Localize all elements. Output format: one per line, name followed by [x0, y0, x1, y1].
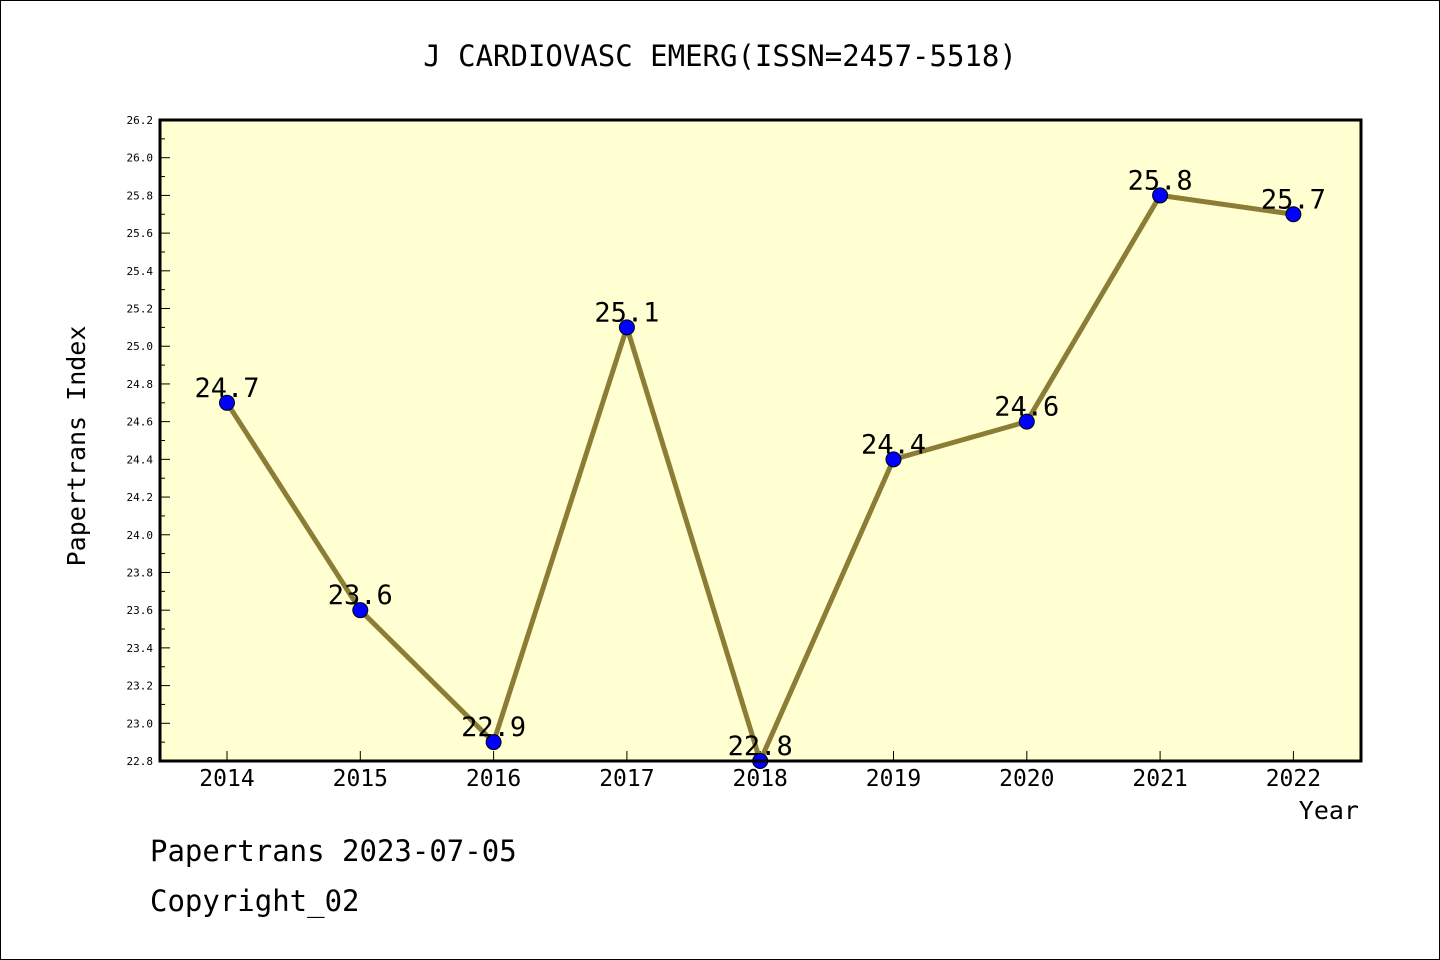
- data-label: 24.7: [194, 373, 259, 404]
- data-point: [1285, 206, 1302, 223]
- footer-date: Papertrans 2023-07-05: [150, 834, 517, 868]
- data-label: 23.6: [328, 580, 393, 611]
- x-tick-label: 2019: [866, 766, 921, 792]
- data-point: [618, 319, 635, 336]
- y-tick-label: 25.0: [127, 340, 154, 353]
- data-label: 24.6: [994, 392, 1059, 423]
- y-tick-label: 24.2: [127, 491, 154, 504]
- y-tick-label: 26.0: [127, 152, 154, 165]
- x-axis: 2014 2015 2016 2017 2018 2019 2020 2021 2022: [199, 751, 1321, 792]
- x-tick-label: 2018: [733, 766, 788, 792]
- x-tick-label: 2015: [333, 766, 388, 792]
- y-tick-label: 25.8: [127, 189, 154, 202]
- y-tick-label: 23.6: [127, 604, 154, 617]
- y-tick-label: 24.4: [127, 453, 154, 466]
- y-tick-label: 23.2: [127, 680, 154, 693]
- y-tick-label: 24.8: [127, 378, 154, 391]
- data-labels: 24.7 23.6 22.9 25.1 22.8 24.4 24.6 25.8 25.7: [194, 165, 1325, 762]
- y-tick-label: 24.0: [127, 529, 154, 542]
- data-label: 24.4: [861, 429, 926, 460]
- plot-border: [158, 118, 1363, 763]
- y-axis: 22.8 23.0 23.2 23.4 23.6 23.8 24.0 24.2 24.4 24.6…: [127, 114, 170, 768]
- y-tick-label: 22.8: [127, 755, 154, 768]
- y-tick-label: 25.6: [127, 227, 154, 240]
- x-tick-label: 2021: [1132, 766, 1187, 792]
- y-tick-label: 23.0: [127, 717, 154, 730]
- y-tick-label: 26.2: [127, 114, 154, 127]
- data-label: 22.9: [461, 712, 526, 743]
- x-tick-label: 2020: [999, 766, 1054, 792]
- data-label: 25.7: [1261, 184, 1326, 215]
- plot-area: [160, 120, 1361, 761]
- y-tick-label: 25.4: [127, 265, 154, 278]
- data-point: [485, 734, 502, 751]
- chart-title: J CARDIOVASC EMERG(ISSN=2457-5518): [423, 39, 1017, 73]
- y-tick-label: 23.8: [127, 566, 154, 579]
- data-label: 22.8: [728, 731, 793, 762]
- y-axis-label: Papertrans Index: [62, 326, 91, 567]
- y-tick-label: 23.4: [127, 642, 154, 655]
- x-tick-label: 2022: [1266, 766, 1321, 792]
- x-tick-label: 2016: [466, 766, 521, 792]
- x-tick-label: 2017: [599, 766, 654, 792]
- data-label: 25.1: [594, 297, 659, 328]
- y-tick-label: 24.6: [127, 416, 154, 429]
- data-point: [219, 394, 235, 411]
- data-point: [885, 451, 902, 468]
- footer-copyright: Copyright_02: [150, 884, 360, 918]
- x-tick-label: 2014: [199, 766, 254, 792]
- x-axis-label: Year: [1299, 796, 1359, 825]
- series-markers: [219, 187, 1302, 769]
- y-tick-label: 25.2: [127, 303, 154, 316]
- data-point: [352, 602, 369, 619]
- data-point: [1152, 187, 1169, 204]
- data-point: [1018, 413, 1035, 430]
- data-label: 25.8: [1128, 165, 1193, 196]
